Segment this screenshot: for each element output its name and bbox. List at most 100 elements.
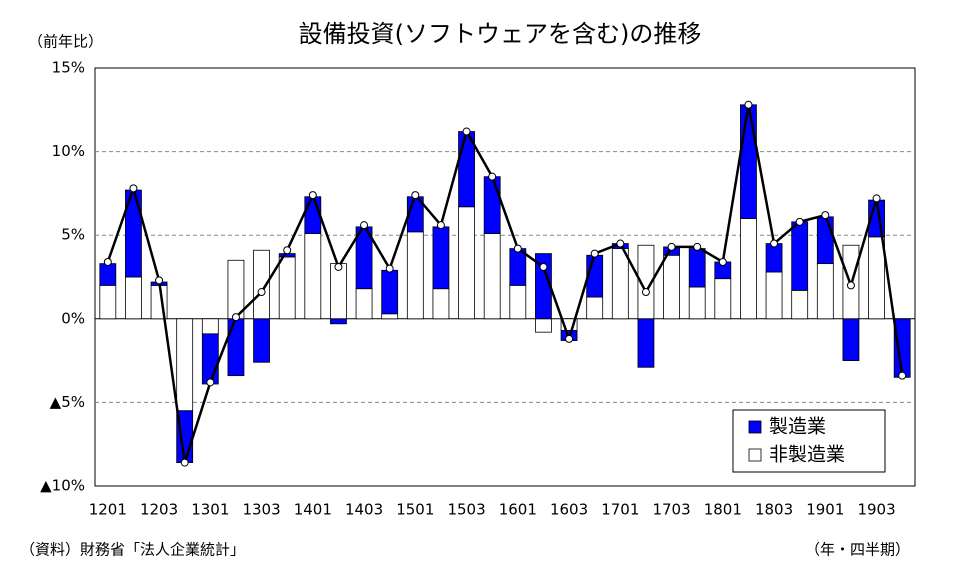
bar [688, 286, 706, 320]
line-point [718, 257, 727, 266]
bar [483, 176, 501, 234]
line-point [411, 191, 420, 200]
bar [355, 288, 373, 320]
line-point [846, 281, 855, 290]
line-point [155, 276, 164, 285]
x-tick-label: 1301 [191, 501, 229, 519]
x-tick-label: 1503 [447, 501, 485, 519]
bar [535, 318, 552, 333]
bar [509, 284, 527, 320]
bar [791, 221, 809, 291]
y-axis-label: （前年比） [28, 33, 103, 51]
bar [304, 196, 322, 234]
line-point [795, 217, 804, 226]
x-tick-label: 1903 [857, 501, 895, 519]
bar [714, 278, 732, 320]
line-point [770, 239, 779, 248]
x-tick-label: 1803 [755, 501, 793, 519]
legend-label: 非製造業 [769, 444, 845, 466]
x-tick-label: 1603 [550, 501, 588, 519]
bar [868, 236, 885, 320]
bar [330, 318, 347, 325]
legend-swatch [748, 448, 762, 462]
x-tick-label: 1201 [89, 501, 127, 519]
bar [816, 263, 834, 320]
bar [432, 288, 450, 320]
bar [99, 284, 117, 320]
bar [765, 243, 783, 273]
line-point [283, 246, 292, 255]
line-point [334, 262, 343, 271]
line-point [641, 288, 650, 297]
bar [201, 318, 219, 335]
bar [432, 226, 450, 290]
x-tick-label: 1401 [294, 501, 332, 519]
bar [791, 289, 809, 320]
line-point [616, 239, 625, 248]
x-tick-label: 1601 [499, 501, 537, 519]
x-tick-label: 1703 [652, 501, 690, 519]
bar [637, 318, 655, 368]
y-tick-label: 0% [61, 309, 85, 327]
x-tick-label: 1303 [242, 501, 280, 519]
line [106, 104, 904, 463]
line-point [206, 378, 215, 387]
line-point [231, 313, 240, 322]
bar [381, 313, 399, 320]
bar [611, 248, 629, 320]
x-tick-label: 1403 [345, 501, 383, 519]
bar [816, 216, 834, 265]
line-point [898, 371, 907, 380]
bar [99, 263, 117, 286]
line-point [462, 127, 471, 136]
line-point [180, 458, 189, 467]
line-point [385, 264, 394, 273]
line-point [590, 249, 599, 258]
line-point [308, 191, 317, 200]
bar [688, 248, 706, 288]
y-tick-label: ▲5% [50, 393, 85, 411]
bar [201, 333, 219, 385]
bar [765, 271, 783, 320]
bar [227, 318, 245, 377]
legend-swatch [748, 420, 762, 434]
y-tick-label: 15% [52, 59, 85, 77]
y-tick-label: 10% [52, 142, 85, 160]
line-point [488, 172, 497, 181]
legend-label: 製造業 [769, 416, 826, 438]
bar [483, 233, 501, 320]
bar [740, 104, 757, 219]
x-tick-label: 1901 [806, 501, 844, 519]
line-point [565, 334, 574, 343]
bar [381, 269, 399, 315]
bar [842, 318, 860, 361]
bar [304, 233, 322, 320]
bar [330, 263, 347, 320]
line-point [667, 242, 676, 251]
source: （資料）財務省「法人企業統計」 [20, 541, 245, 559]
x-tick-label: 1203 [140, 501, 178, 519]
line-point [513, 244, 522, 253]
bar [663, 254, 680, 320]
line-point [539, 262, 548, 271]
plot-area [94, 67, 916, 487]
bar [125, 276, 142, 320]
bar [253, 318, 270, 363]
bar [740, 218, 757, 320]
line-point [872, 194, 881, 203]
bar [176, 318, 194, 412]
chart-title: 設備投資(ソフトウェアを含む)の推移 [299, 20, 702, 48]
x-tick-label: 1501 [396, 501, 434, 519]
bar [586, 296, 604, 320]
y-tick-label: ▲10% [40, 477, 85, 495]
line-point [360, 221, 369, 230]
line-point [436, 221, 445, 230]
line-point [693, 242, 702, 251]
y-tick-label: 5% [61, 226, 85, 244]
x-axis-label: （年・四半期） [805, 541, 910, 559]
line-point [821, 211, 830, 220]
x-tick-label: 1701 [601, 501, 639, 519]
bar [458, 206, 475, 320]
line-point [744, 100, 753, 109]
